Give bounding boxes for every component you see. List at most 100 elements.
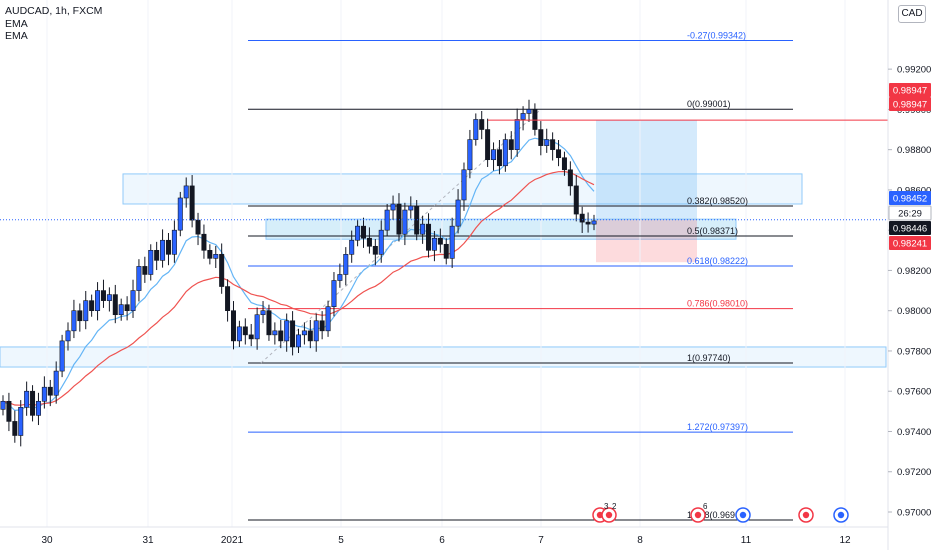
price-tag[interactable]: [888, 205, 932, 221]
candle-bullish: [337, 274, 343, 281]
candle-bearish: [290, 320, 296, 348]
fib-level-label: 0(0.99001): [687, 99, 731, 109]
candle-bullish: [95, 290, 101, 312]
candle-bearish: [225, 286, 231, 312]
candle-bearish: [485, 129, 491, 161]
symbol-title[interactable]: AUDCAD, 1h, FXCM: [5, 5, 103, 17]
candle-bullish: [591, 220, 597, 225]
fib-level-label: 0.382(0.98520): [687, 196, 748, 206]
event-count-label: 3: [604, 502, 609, 511]
price-tick-label: 0.97600: [897, 387, 931, 398]
economic-event-dot: [739, 511, 747, 519]
candle-bearish: [100, 290, 106, 301]
candle-bearish: [12, 421, 18, 436]
fib-level-label: 1.272(0.97397): [687, 422, 748, 432]
price-tag[interactable]: [889, 97, 931, 111]
candle-bullish: [24, 390, 30, 408]
time-tick-label: 31: [142, 535, 154, 546]
fib-level-label: -0.27(0.99342): [687, 31, 746, 41]
ema-fast-line[interactable]: [2, 137, 595, 412]
candle-bullish: [213, 254, 219, 259]
candle-bullish: [431, 237, 437, 251]
ema-indicator-2[interactable]: EMA: [5, 30, 28, 42]
candle-bullish: [467, 139, 473, 171]
candle-bullish: [301, 330, 307, 336]
candle-bearish: [266, 310, 272, 336]
candle-bearish: [124, 304, 130, 312]
candle-bearish: [538, 129, 544, 146]
candle-bullish: [544, 139, 550, 146]
candle-bullish: [408, 205, 414, 211]
candle-bearish: [189, 185, 195, 221]
candle-bullish: [65, 330, 71, 342]
price-tag[interactable]: [889, 236, 931, 250]
time-tick-label: 30: [41, 535, 53, 546]
candle-bearish: [142, 266, 148, 275]
fib-level-label: 0.5(0.98371): [687, 226, 738, 236]
price-tick-label: 0.97800: [897, 346, 931, 357]
candle-bearish: [201, 233, 207, 251]
candle-bullish: [284, 320, 290, 342]
ema-indicator-1[interactable]: EMA: [5, 17, 28, 30]
candle-bearish: [573, 185, 579, 215]
event-count-label: 6: [703, 502, 708, 511]
candle-bearish: [30, 390, 36, 416]
candle-bullish: [491, 149, 497, 161]
candle-bearish: [508, 139, 514, 150]
ema-slow-line[interactable]: [2, 170, 595, 406]
candle-bearish: [219, 254, 225, 287]
fib-level-label: 0.618(0.98222): [687, 256, 748, 266]
candle-bearish: [230, 310, 236, 342]
price-tag-label: 0.98446: [893, 224, 927, 235]
candle-bearish: [195, 219, 201, 235]
time-tick-label: 6: [439, 535, 445, 546]
candle-bearish: [556, 149, 562, 159]
candle-bullish: [41, 386, 47, 402]
candle-bearish: [479, 119, 485, 130]
candle-bullish: [53, 370, 59, 396]
price-tick-label: 0.97200: [897, 467, 931, 478]
price-tag-label: 0.98947: [893, 86, 927, 97]
economic-event-dot: [837, 511, 845, 519]
candle-bullish: [59, 340, 65, 372]
candle-bearish: [550, 139, 556, 150]
candle-bearish: [532, 109, 538, 130]
time-tick-label: 12: [839, 535, 851, 546]
candle-bullish: [473, 119, 479, 140]
candle-bullish: [402, 209, 408, 235]
candle-bullish: [295, 334, 301, 348]
fib-level-label: 1.618(0.96960): [687, 510, 748, 520]
candle-bearish: [496, 149, 502, 167]
price-tag-label: 0.98947: [893, 100, 927, 111]
price-tag[interactable]: [889, 83, 931, 97]
candle-bearish: [112, 294, 118, 316]
price-tick-label: 0.99200: [897, 65, 931, 76]
candle-bullish: [183, 185, 189, 199]
candle-bearish: [396, 203, 402, 235]
candle-bullish: [455, 199, 461, 227]
price-tag[interactable]: [889, 221, 931, 235]
candle-bullish: [236, 326, 242, 342]
price-tag[interactable]: [889, 191, 931, 205]
candle-bullish: [106, 294, 112, 301]
zone-rect[interactable]: [0, 346, 887, 368]
time-tick-label: 2021: [221, 535, 244, 546]
candle-bearish: [242, 326, 248, 336]
candle-bearish: [414, 205, 420, 235]
price-tag-label: 26:29: [898, 209, 922, 220]
candle-bearish: [89, 300, 95, 312]
candle-bearish: [443, 243, 449, 259]
event-count-label: 2: [612, 502, 617, 511]
candle-bullish: [449, 225, 455, 259]
position-stop-zone[interactable]: [596, 219, 697, 263]
candle-bullish: [343, 254, 349, 275]
candle-bullish: [260, 310, 266, 316]
candle-bullish: [83, 300, 89, 322]
candle-bullish: [177, 197, 183, 231]
candle-bearish: [579, 213, 585, 223]
currency-button[interactable]: CAD: [898, 5, 926, 23]
economic-event-dot: [802, 511, 810, 519]
position-target-zone[interactable]: [596, 120, 697, 220]
